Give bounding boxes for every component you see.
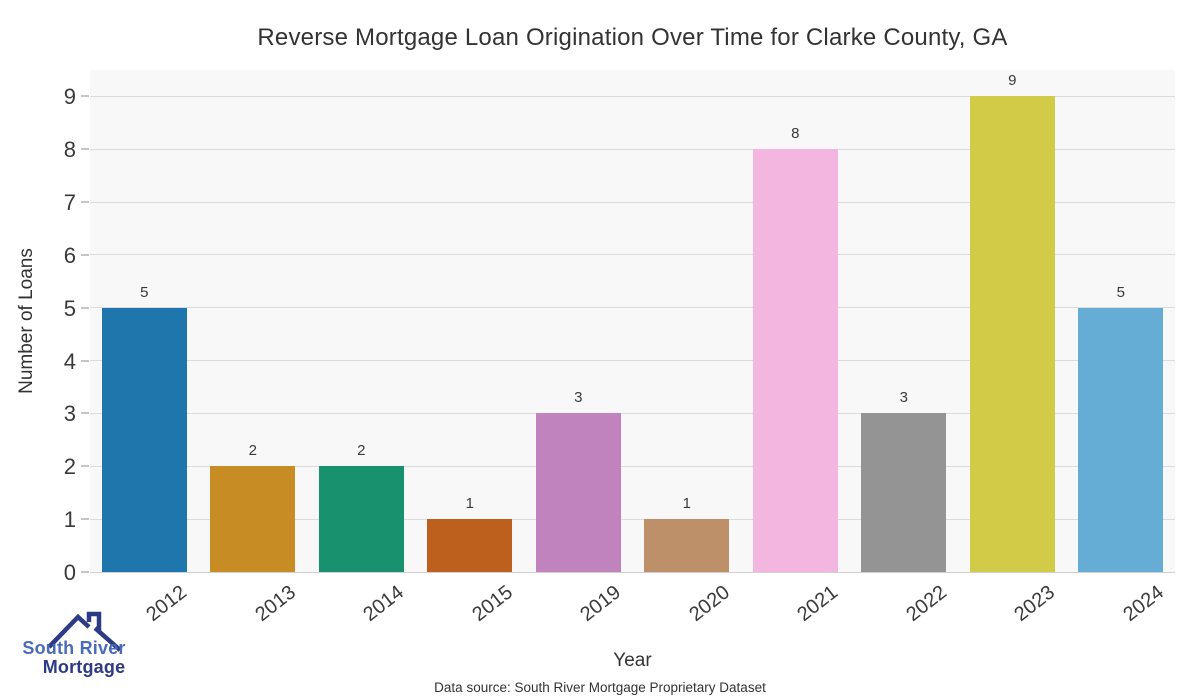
gridline-y6 [90, 254, 1175, 256]
gridline-y2 [90, 465, 1175, 467]
y-tick-label-9: 9 [63, 84, 76, 110]
logo-text-mortgage: Mortgage [42, 657, 126, 677]
gridline-y3 [90, 412, 1175, 414]
y-tick-label-1: 1 [63, 507, 76, 533]
bar-value-label-2023: 9 [1008, 72, 1017, 90]
x-axis-title: Year [613, 650, 652, 671]
y-tick-mark-0 [81, 571, 89, 573]
bar-2024 [1078, 307, 1164, 572]
x-tick-label-2015: 2015 [468, 581, 517, 626]
gridline-y4 [90, 360, 1175, 362]
x-tick-label-2013: 2013 [251, 581, 300, 626]
y-tick-mark-5 [81, 306, 89, 309]
y-tick-label-2: 2 [63, 454, 76, 480]
y-tick-label-8: 8 [63, 137, 76, 163]
bar-value-label-2019: 3 [574, 389, 583, 407]
x-tick-label-2014: 2014 [359, 581, 409, 626]
y-tick-label-3: 3 [63, 401, 76, 427]
y-tick-mark-6 [81, 253, 89, 256]
y-tick-label-7: 7 [63, 190, 76, 216]
bar-2021 [752, 149, 838, 572]
gridline-y5 [90, 307, 1175, 309]
bar-value-label-2012: 5 [140, 283, 149, 301]
x-tick-label-2024: 2024 [1119, 581, 1168, 626]
bar-2023 [969, 96, 1055, 572]
bar-value-label-2024: 5 [1116, 283, 1125, 301]
gridline-y8 [90, 148, 1175, 150]
bar-2019 [535, 413, 621, 572]
bar-2015 [427, 519, 513, 572]
bar-2012 [101, 307, 187, 572]
gridline-y9 [90, 95, 1175, 97]
south-river-mortgage-logo: South River Mortgage [12, 610, 136, 698]
bar-value-label-2015: 1 [465, 495, 474, 513]
bar-2013 [210, 466, 296, 572]
y-tick-label-0: 0 [63, 560, 76, 585]
data-source-note: Data source: South River Mortgage Propri… [434, 680, 766, 695]
y-tick-mark-7 [81, 201, 89, 204]
y-tick-mark-9 [81, 95, 89, 98]
y-tick-mark-1 [81, 518, 89, 521]
bar-value-label-2014: 2 [357, 442, 366, 460]
y-tick-mark-8 [81, 148, 89, 151]
bar-value-label-2021: 8 [791, 125, 800, 143]
x-tick-label-2021: 2021 [793, 581, 843, 626]
y-tick-label-6: 6 [63, 242, 76, 268]
gridline-y1 [90, 518, 1175, 520]
y-tick-label-5: 5 [63, 295, 76, 321]
x-tick-label-2020: 2020 [685, 581, 734, 626]
chart-title: Reverse Mortgage Loan Origination Over T… [257, 24, 1008, 51]
x-tick-label-2019: 2019 [576, 581, 626, 626]
bar-2014 [318, 466, 404, 572]
y-tick-label-4: 4 [63, 348, 76, 374]
bar-value-label-2022: 3 [899, 389, 908, 407]
x-tick-label-2023: 2023 [1010, 581, 1060, 626]
y-tick-mark-2 [81, 465, 89, 468]
bar-2022 [861, 413, 947, 572]
bar-value-label-2013: 2 [248, 442, 257, 460]
gridline-y0 [90, 571, 1175, 573]
gridline-y7 [90, 201, 1175, 203]
bar-2020 [644, 519, 730, 572]
house-roof-icon [47, 611, 122, 652]
y-tick-mark-3 [81, 412, 89, 415]
logo-text-south-river: South River [22, 638, 126, 658]
plot-area: 5 2 2 1 3 1 8 3 9 5 [90, 70, 1175, 573]
y-tick-mark-4 [81, 359, 89, 362]
bar-value-label-2020: 1 [682, 495, 691, 513]
x-tick-label-2022: 2022 [902, 581, 951, 626]
